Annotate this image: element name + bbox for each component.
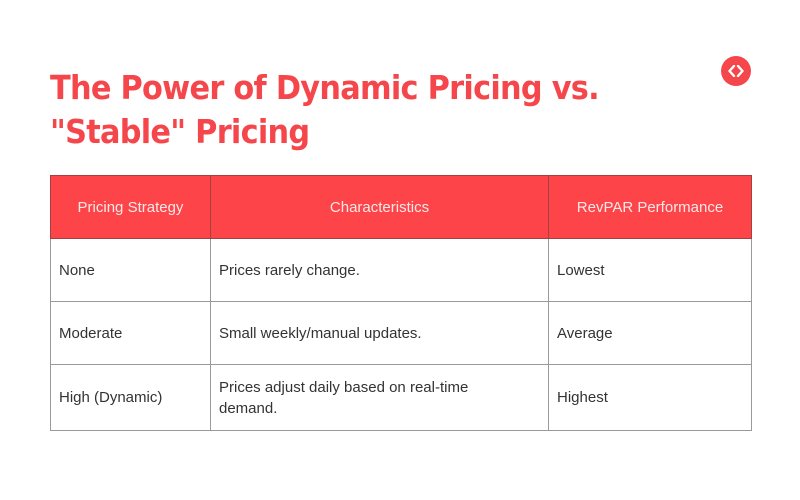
cell-revpar: Lowest (548, 238, 752, 302)
header-characteristics: Characteristics (210, 175, 549, 239)
cell-revpar: Average (548, 301, 752, 365)
pricing-comparison-table: Pricing Strategy Characteristics RevPAR … (50, 175, 752, 431)
cell-characteristics: Prices adjust daily based on real-time d… (210, 364, 549, 431)
table-row: High (Dynamic) Prices adjust daily based… (50, 364, 752, 431)
cell-characteristics: Prices rarely change. (210, 238, 549, 302)
header-pricing-strategy: Pricing Strategy (50, 175, 211, 239)
slide-title: The Power of Dynamic Pricing vs. "Stable… (50, 68, 600, 151)
cell-revpar: Highest (548, 364, 752, 431)
brand-logo (721, 56, 751, 86)
cell-strategy: High (Dynamic) (50, 364, 211, 431)
table-header-row: Pricing Strategy Characteristics RevPAR … (50, 175, 752, 239)
cell-strategy: Moderate (50, 301, 211, 365)
code-brackets-icon (728, 65, 744, 77)
cell-strategy: None (50, 238, 211, 302)
table-row: Moderate Small weekly/manual updates. Av… (50, 301, 752, 365)
cell-characteristics: Small weekly/manual updates. (210, 301, 549, 365)
header-revpar-performance: RevPAR Performance (548, 175, 752, 239)
table-row: None Prices rarely change. Lowest (50, 238, 752, 302)
